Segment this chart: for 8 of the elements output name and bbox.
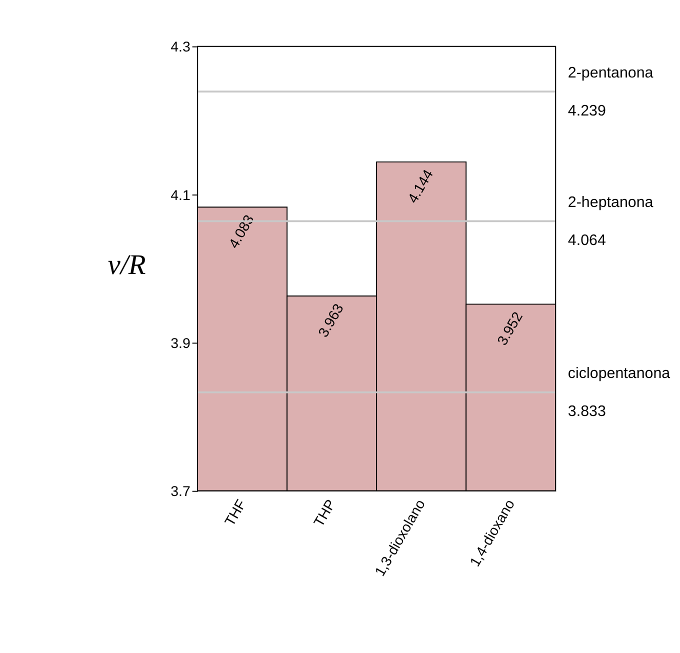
text: 2-heptanona 4.064 <box>568 194 654 249</box>
y-axis-title: ν/R <box>108 250 146 281</box>
y-tick-label: 3.9 <box>170 336 190 352</box>
text: 2-pentanona 4.239 <box>568 64 654 120</box>
y-tick-label: 4.1 <box>170 188 190 204</box>
y-tick-label: 4.3 <box>170 40 190 56</box>
text: ciclopentanona 3.833 <box>568 365 670 420</box>
y-tick-label: 3.7 <box>170 484 190 500</box>
